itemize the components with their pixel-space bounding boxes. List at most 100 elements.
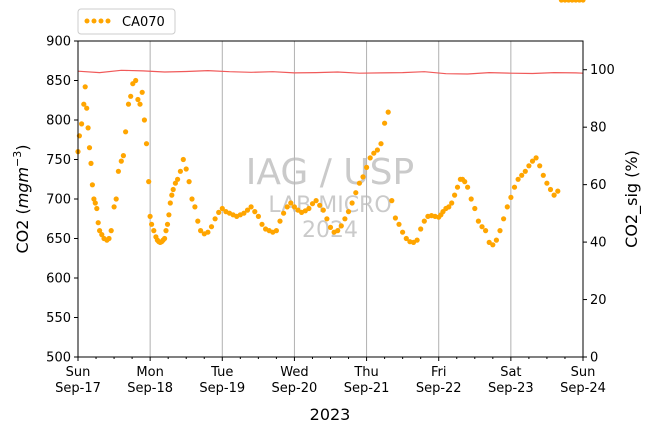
co2-point bbox=[255, 213, 261, 219]
legend-marker bbox=[91, 18, 97, 24]
y-tick-label: 750 bbox=[46, 153, 71, 168]
co2-point bbox=[511, 184, 518, 190]
legend-label: CA070 bbox=[122, 15, 165, 30]
co2-point bbox=[353, 190, 359, 196]
co2-point bbox=[167, 200, 173, 206]
x-tick-day: Sun bbox=[571, 365, 596, 380]
co2-point bbox=[472, 205, 478, 212]
y-tick-label: 850 bbox=[46, 74, 71, 89]
co2-point bbox=[97, 228, 103, 234]
co2-point bbox=[515, 176, 521, 182]
x-tick-date: Sep-18 bbox=[127, 381, 173, 396]
co2-point bbox=[400, 229, 406, 235]
co2-point bbox=[309, 201, 316, 207]
co2-point bbox=[147, 213, 153, 219]
co2-point bbox=[99, 232, 105, 238]
co2-point bbox=[360, 174, 366, 180]
co2-point bbox=[483, 228, 489, 234]
co2-point bbox=[493, 237, 499, 243]
co2-point bbox=[166, 212, 172, 218]
co2-point bbox=[454, 184, 461, 190]
co2-point bbox=[170, 186, 176, 193]
co2-point bbox=[277, 218, 283, 224]
co2-point bbox=[320, 207, 326, 213]
co2-point bbox=[120, 153, 126, 159]
y-axis-left: 500 550 600 650 700 750 800 850 900 bbox=[46, 35, 78, 366]
co2-point bbox=[345, 209, 352, 215]
co2-point bbox=[504, 204, 510, 210]
co2-point bbox=[244, 207, 251, 213]
x-tick-date: Sep-17 bbox=[55, 381, 101, 396]
co2-point bbox=[403, 235, 409, 242]
co2-point bbox=[115, 168, 121, 174]
co2-point bbox=[497, 228, 503, 234]
co2-point bbox=[92, 200, 98, 206]
x-tick-day: Wed bbox=[280, 365, 308, 380]
co2-point bbox=[162, 235, 168, 242]
co2-point bbox=[382, 120, 388, 126]
x-tick-day: Sat bbox=[500, 365, 521, 380]
co2-point bbox=[259, 221, 265, 227]
co2-point bbox=[288, 200, 294, 206]
co2-point bbox=[449, 200, 455, 206]
co2-point bbox=[519, 172, 525, 178]
x-tick-date: Sep-19 bbox=[199, 381, 245, 396]
co2-point bbox=[537, 163, 543, 169]
co2-point bbox=[151, 228, 157, 234]
y-tick-label: 700 bbox=[46, 193, 71, 208]
x-tick-day: Sun bbox=[66, 365, 91, 380]
co2-point bbox=[180, 156, 186, 163]
co2-point bbox=[143, 141, 150, 147]
co2-point bbox=[79, 121, 85, 127]
co2-point bbox=[364, 164, 370, 170]
co2-point bbox=[313, 198, 319, 204]
y-tick-label: 900 bbox=[46, 35, 71, 50]
co2-point bbox=[306, 205, 312, 212]
co2-point bbox=[175, 176, 181, 182]
x-tick-date: Sep-24 bbox=[560, 381, 606, 396]
y-axis-label-suffix: ) bbox=[13, 144, 32, 150]
co2-point bbox=[106, 235, 112, 242]
co2-point bbox=[378, 141, 384, 147]
x-tick-day: Mon bbox=[136, 365, 163, 380]
y-tick-label: 800 bbox=[46, 114, 71, 129]
co2-point bbox=[94, 205, 100, 212]
x-axis: SunSep-17MonSep-18TueSep-19WedSep-20ThuS… bbox=[55, 357, 606, 396]
co2-point bbox=[418, 226, 424, 232]
co2-point bbox=[141, 117, 147, 123]
co2-point bbox=[146, 179, 152, 185]
co2-point bbox=[118, 158, 124, 164]
x-axis-label: 2023 bbox=[310, 405, 351, 424]
co2-point bbox=[465, 184, 471, 190]
co2-point bbox=[335, 228, 341, 234]
co2-point bbox=[135, 96, 141, 103]
co2-point bbox=[367, 155, 373, 161]
co2-point bbox=[479, 224, 485, 230]
watermark-line3: 2024 bbox=[302, 218, 358, 243]
co2-point bbox=[91, 196, 97, 202]
co2-point bbox=[139, 89, 145, 95]
co2-point bbox=[219, 205, 225, 212]
legend: CA070 bbox=[77, 8, 176, 35]
y-tick-label: 550 bbox=[46, 311, 71, 326]
y-axis-right: 0 20 40 60 80 100 bbox=[583, 63, 615, 366]
co2-point bbox=[490, 242, 496, 248]
co2-point bbox=[324, 216, 330, 222]
co2-point bbox=[186, 179, 192, 185]
co2-point bbox=[529, 158, 536, 164]
co2-point bbox=[82, 84, 88, 90]
co2-point bbox=[273, 228, 279, 234]
co2-point bbox=[414, 237, 420, 243]
co2-point bbox=[540, 172, 546, 178]
y2-axis-label: CO2_sig (%) bbox=[622, 150, 642, 248]
co2-point bbox=[89, 182, 95, 188]
co2-point bbox=[198, 228, 204, 234]
co2-point bbox=[183, 166, 189, 172]
co2-point bbox=[85, 125, 91, 131]
co2-point bbox=[392, 215, 398, 221]
co2-point bbox=[356, 180, 362, 186]
co2-point bbox=[205, 229, 211, 235]
x-tick-day: Fri bbox=[431, 365, 447, 380]
co2-point bbox=[452, 192, 458, 198]
y2-tick-label: 60 bbox=[590, 178, 607, 193]
